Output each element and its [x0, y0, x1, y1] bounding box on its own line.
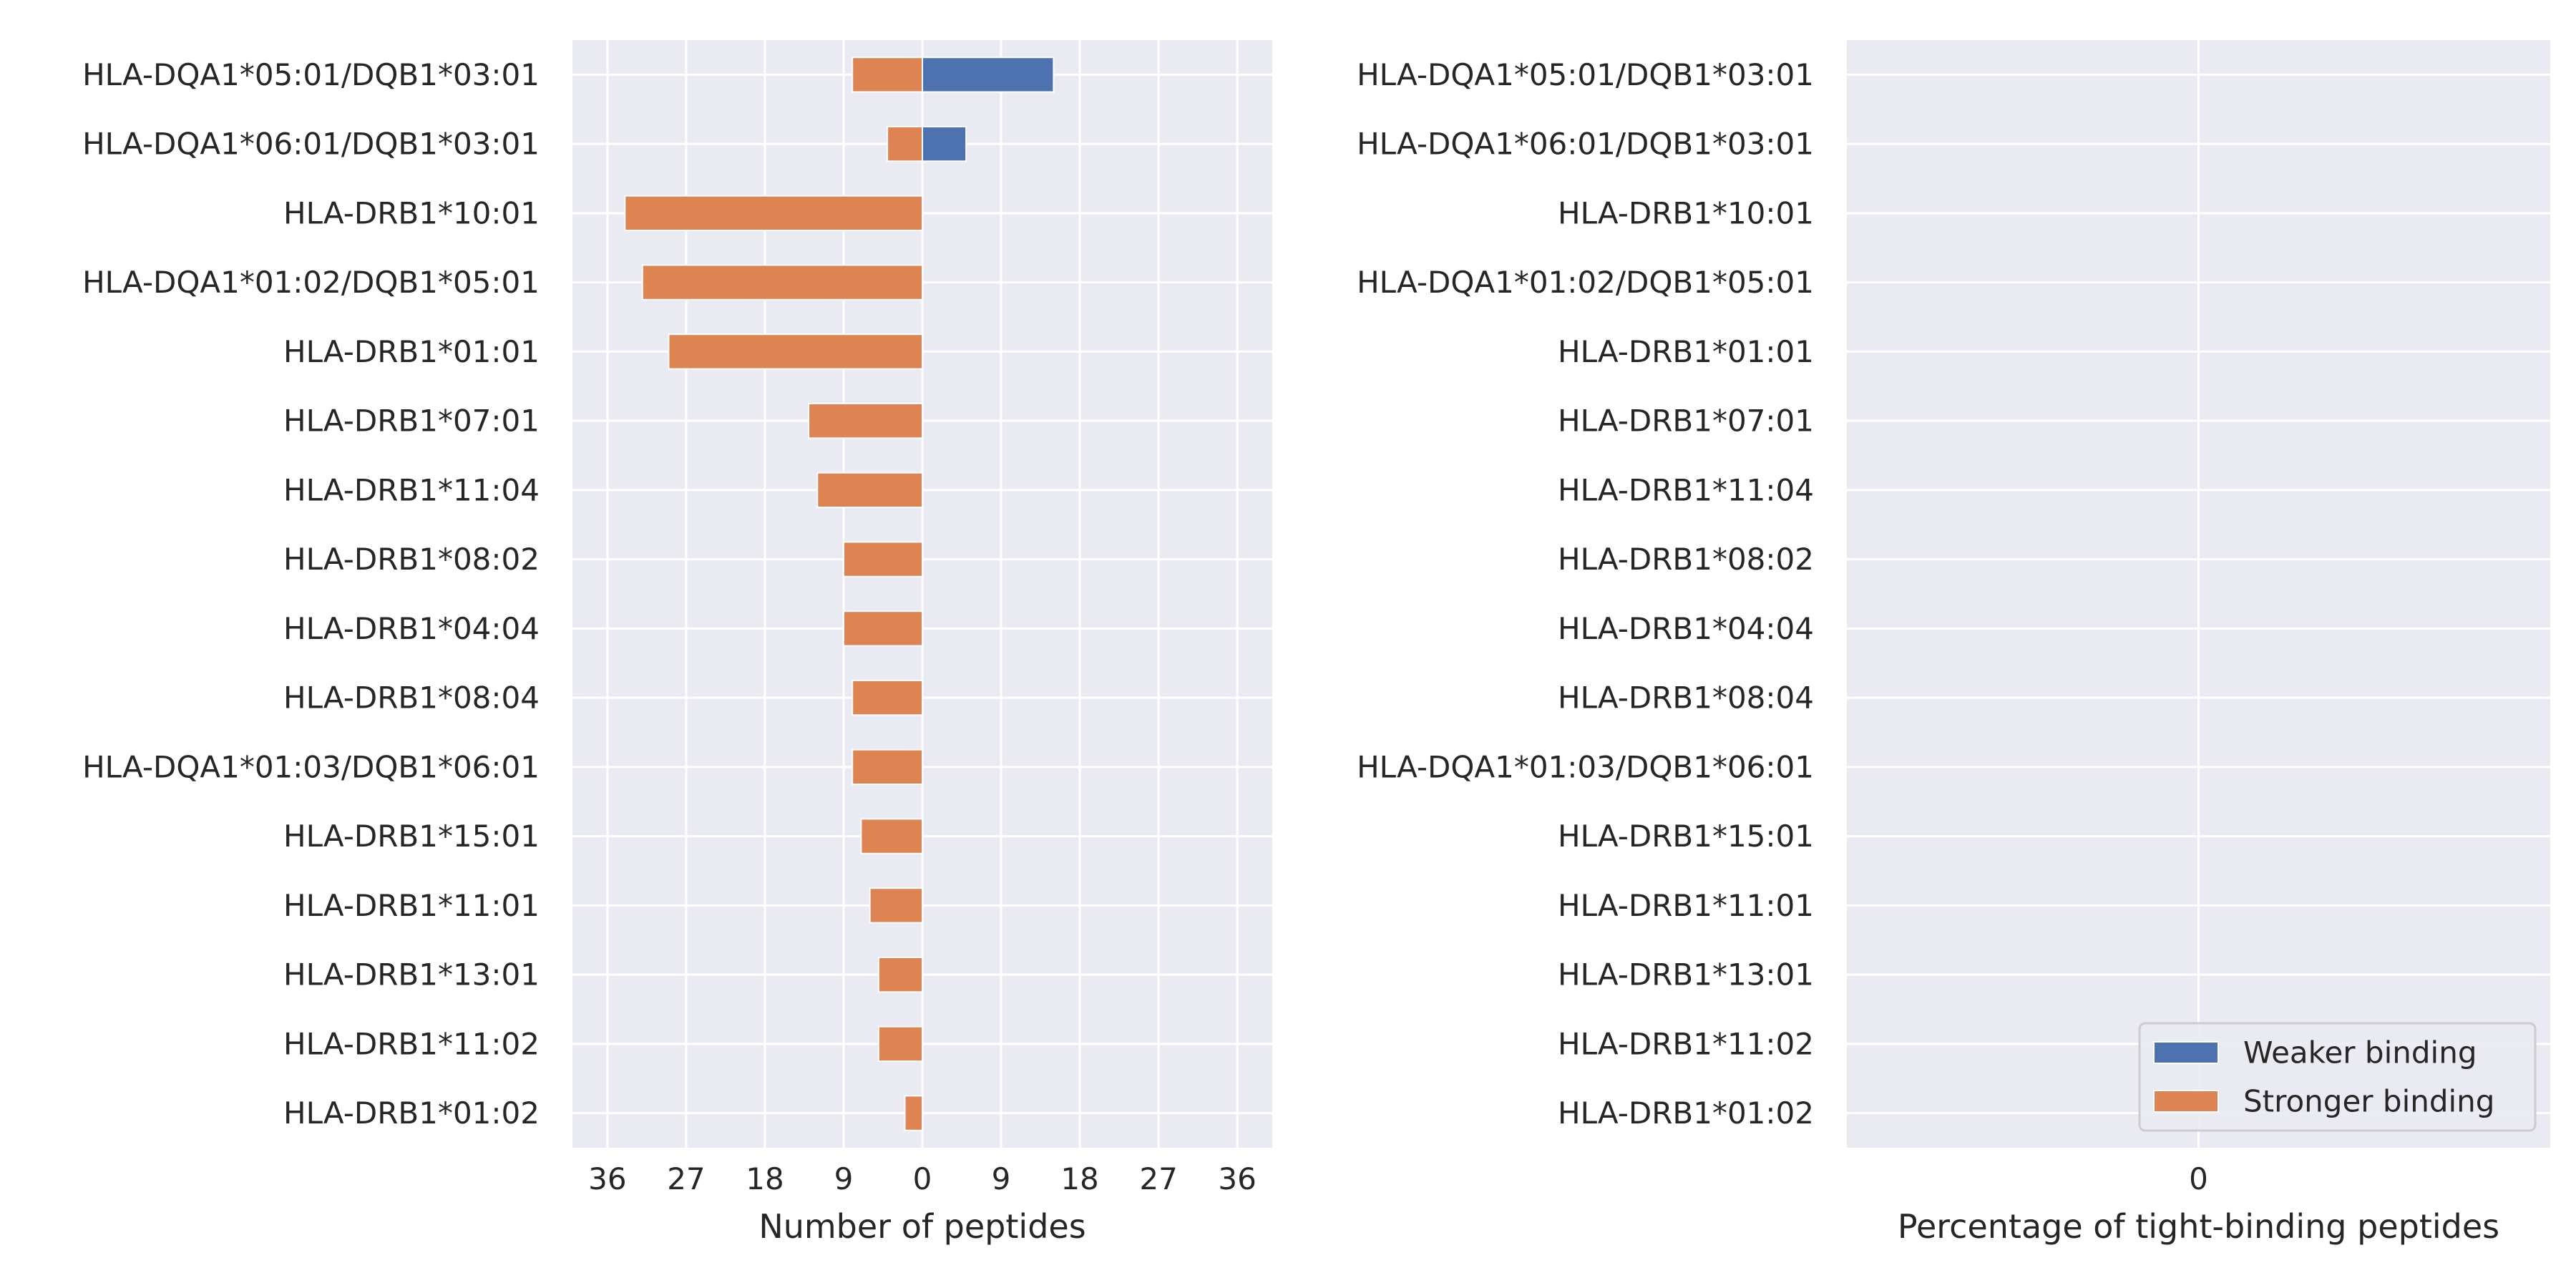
- y-tick-label: HLA-DQA1*06:01/DQB1*03:01: [1357, 127, 1814, 162]
- stronger-binding-bar: [877, 1025, 923, 1063]
- stronger-binding-bar: [624, 195, 923, 232]
- y-tick-label: HLA-DRB1*11:01: [283, 888, 540, 923]
- legend: Weaker binding Stronger binding: [2138, 1022, 2537, 1132]
- x-tick-label: 0: [913, 1161, 932, 1196]
- y-tick-label: HLA-DQA1*01:02/DQB1*05:01: [82, 265, 540, 300]
- y-tick-label: HLA-DRB1*15:01: [1558, 819, 1814, 854]
- x-tick-label: 9: [992, 1161, 1011, 1196]
- y-tick-label: HLA-DRB1*11:04: [1558, 472, 1814, 507]
- y-tick-label: HLA-DRB1*13:01: [1558, 957, 1814, 992]
- stronger-binding-bar: [816, 472, 924, 509]
- y-tick-label: HLA-DRB1*11:02: [283, 1026, 540, 1061]
- x-axis-label: Number of peptides: [758, 1207, 1085, 1246]
- x-tick-label: 0: [2189, 1161, 2208, 1196]
- x-tick-label: 27: [667, 1161, 705, 1196]
- y-tick-label: HLA-DQA1*01:03/DQB1*06:01: [1357, 749, 1814, 784]
- stronger-binding-bar: [877, 956, 923, 993]
- stronger-binding-bar: [852, 57, 923, 93]
- weaker-binding-bar: [922, 125, 967, 162]
- y-tick-label: HLA-DRB1*01:02: [283, 1096, 540, 1131]
- y-tick-label: HLA-DRB1*07:01: [1558, 404, 1814, 439]
- y-tick-label: HLA-DRB1*10:01: [283, 195, 540, 230]
- y-tick-label: HLA-DQA1*01:03/DQB1*06:01: [82, 749, 540, 784]
- y-tick-label: HLA-DRB1*07:01: [283, 404, 540, 439]
- legend-swatch: [2153, 1090, 2219, 1113]
- stronger-binding-bar: [842, 541, 923, 577]
- y-tick-label: HLA-DRB1*04:04: [283, 611, 540, 646]
- y-tick-label: HLA-DRB1*08:04: [283, 680, 540, 716]
- y-tick-label: HLA-DRB1*04:04: [1558, 611, 1814, 646]
- y-tick-label: HLA-DRB1*13:01: [283, 957, 540, 992]
- y-tick-label: HLA-DRB1*08:04: [1558, 680, 1814, 716]
- left-chart-panel: HLA-DQA1*05:01/DQB1*03:01 HLA-DQA1*06:01/…: [82, 40, 1272, 1246]
- x-tick-label: 18: [1060, 1161, 1098, 1196]
- y-tick-label: HLA-DQA1*05:01/DQB1*03:01: [1357, 57, 1814, 92]
- x-tick-label: 36: [588, 1161, 626, 1196]
- right-chart-panel: HLA-DQA1*05:01/DQB1*03:01 HLA-DQA1*06:01/…: [1357, 40, 2550, 1246]
- stronger-binding-bar: [860, 818, 924, 854]
- stronger-binding-bar: [641, 264, 923, 301]
- y-tick-label: HLA-DQA1*01:02/DQB1*05:01: [1357, 265, 1814, 300]
- y-tick-label: HLA-DRB1*11:02: [1558, 1026, 1814, 1061]
- legend-label: Stronger binding: [2243, 1084, 2494, 1119]
- legend-label: Weaker binding: [2243, 1035, 2477, 1070]
- x-tick-label: 27: [1139, 1161, 1177, 1196]
- stronger-binding-bar: [842, 610, 923, 647]
- stronger-binding-bar: [668, 333, 923, 370]
- y-tick-label: HLA-DRB1*11:04: [283, 472, 540, 507]
- y-tick-label: HLA-DRB1*10:01: [1558, 195, 1814, 230]
- y-tick-label: HLA-DQA1*06:01/DQB1*03:01: [82, 127, 540, 162]
- y-tick-label: HLA-DRB1*08:02: [1558, 542, 1814, 577]
- weaker-binding-bar: [922, 57, 1055, 93]
- stronger-binding-bar: [869, 887, 924, 924]
- x-tick-label: 36: [1218, 1161, 1256, 1196]
- y-tick-label: HLA-DRB1*01:01: [1558, 334, 1814, 369]
- stronger-binding-bar: [808, 402, 923, 439]
- x-axis-label: Percentage of tight-binding peptides: [1898, 1207, 2499, 1246]
- y-tick-label: HLA-DRB1*11:01: [1558, 888, 1814, 923]
- y-tick-label: HLA-DRB1*01:02: [1558, 1096, 1814, 1131]
- y-tick-label: HLA-DQA1*05:01/DQB1*03:01: [82, 57, 540, 92]
- legend-swatch: [2153, 1041, 2219, 1064]
- stronger-binding-bar: [852, 679, 923, 716]
- stronger-binding-bar: [904, 1095, 924, 1131]
- y-tick-label: HLA-DRB1*15:01: [283, 819, 540, 854]
- legend-box: [2138, 1022, 2537, 1132]
- y-tick-label: HLA-DRB1*08:02: [283, 542, 540, 577]
- x-tick-label: 18: [746, 1161, 784, 1196]
- y-tick-label: HLA-DRB1*01:01: [283, 334, 540, 369]
- x-tick-label: 9: [834, 1161, 854, 1196]
- stronger-binding-bar: [887, 125, 923, 162]
- stronger-binding-bar: [852, 748, 923, 786]
